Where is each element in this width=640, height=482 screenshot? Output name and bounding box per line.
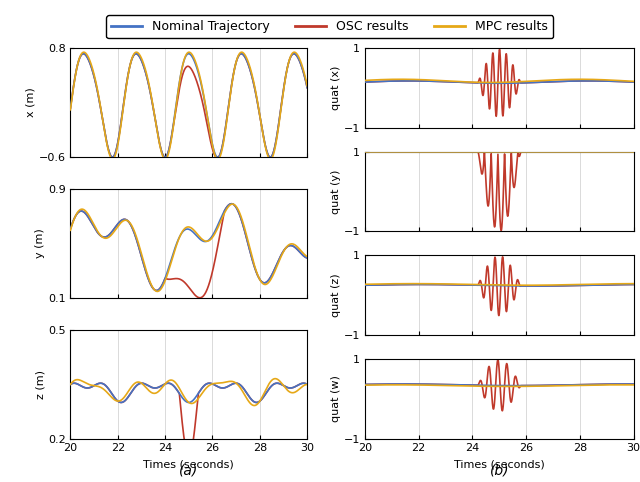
Y-axis label: quat (x): quat (x): [331, 66, 340, 110]
X-axis label: Times (seconds): Times (seconds): [143, 459, 234, 469]
Text: (b): (b): [490, 464, 509, 478]
Y-axis label: quat (y): quat (y): [331, 170, 340, 214]
Legend: Nominal Trajectory, OSC results, MPC results: Nominal Trajectory, OSC results, MPC res…: [106, 15, 553, 38]
Y-axis label: z (m): z (m): [35, 370, 45, 399]
Y-axis label: quat (w): quat (w): [331, 375, 340, 422]
Text: (a): (a): [179, 464, 198, 478]
Y-axis label: y (m): y (m): [35, 228, 45, 258]
X-axis label: Times (seconds): Times (seconds): [454, 459, 545, 469]
Y-axis label: quat (z): quat (z): [331, 273, 340, 317]
Y-axis label: x (m): x (m): [26, 88, 36, 117]
